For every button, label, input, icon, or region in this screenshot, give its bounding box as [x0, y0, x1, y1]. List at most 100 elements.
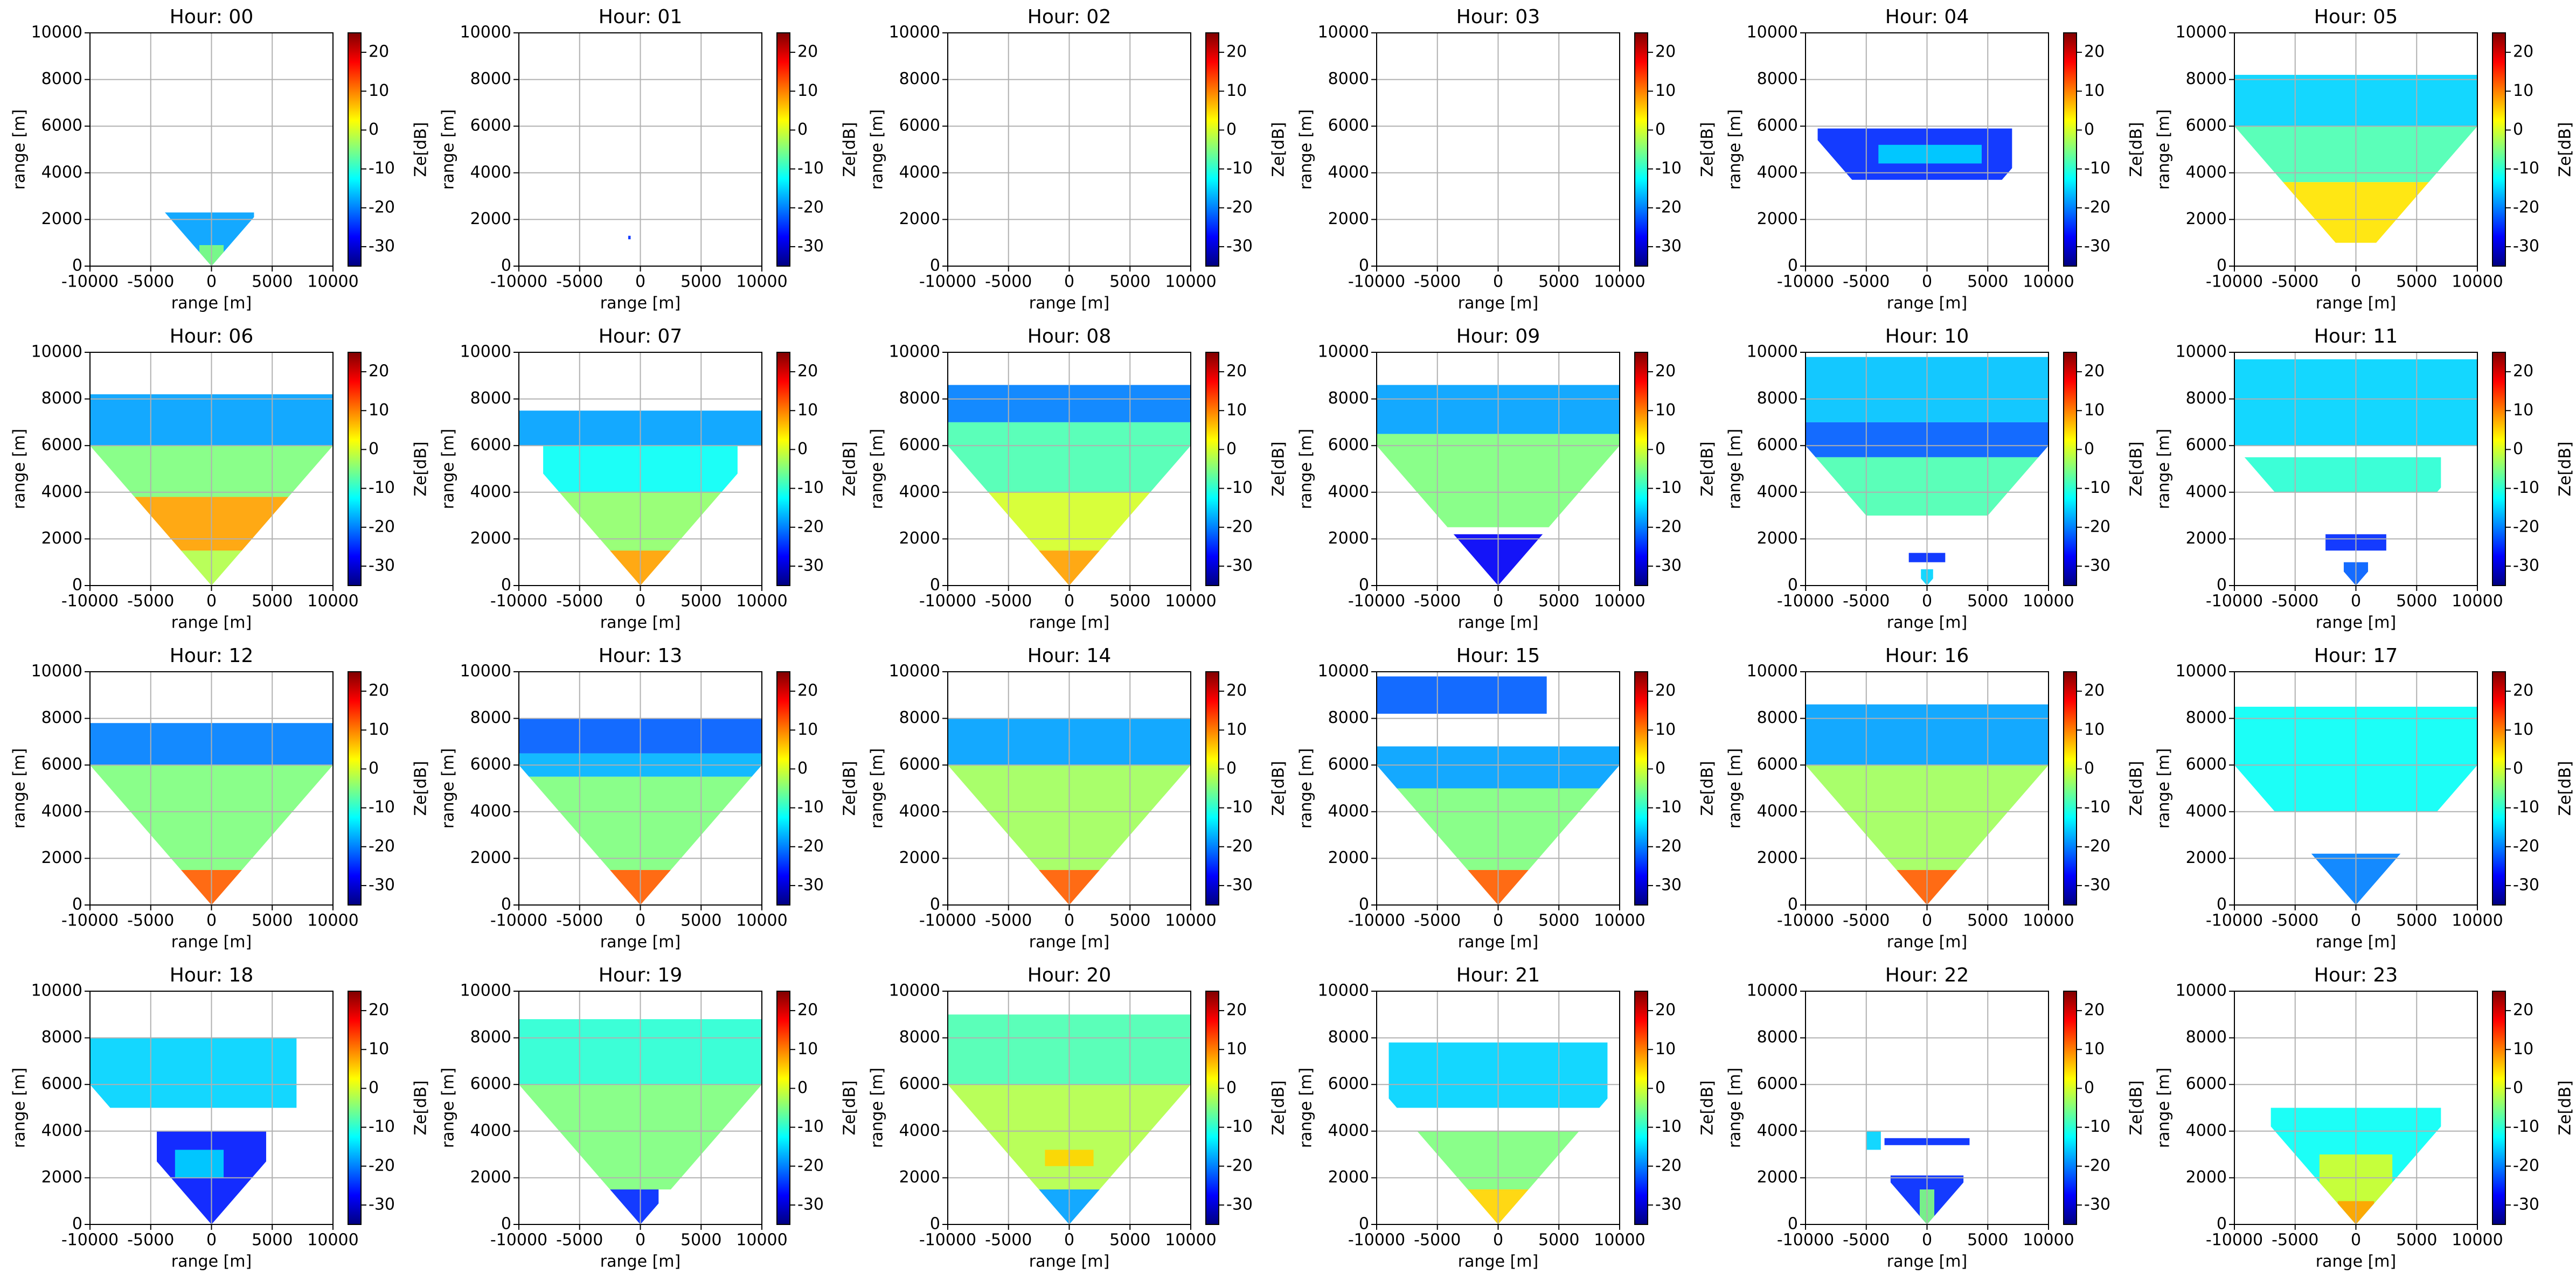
y-tick-label: 8000 — [2186, 708, 2227, 727]
plot-frame — [2234, 32, 2478, 267]
colorbar-tick-label: -30 — [1226, 875, 1253, 894]
x-tick-label: 10000 — [2452, 273, 2503, 291]
y-tick-label: 0 — [72, 895, 82, 914]
y-tick-label: 4000 — [470, 1121, 511, 1140]
colorbar-tick-label: 0 — [1655, 759, 1665, 778]
x-tick-label: 5000 — [1967, 911, 2008, 930]
colorbar-label: Ze[dB] — [1698, 761, 1717, 816]
x-tick-label: -10000 — [61, 1231, 119, 1250]
y-tick-label: 8000 — [1757, 708, 1798, 727]
y-tick-label: 4000 — [2186, 163, 2227, 182]
colorbar-tick-label: 20 — [2084, 681, 2105, 700]
y-tick-label: 0 — [501, 1215, 511, 1234]
colorbar-tick-label: 10 — [1226, 81, 1247, 100]
y-tick-label: 10000 — [889, 981, 940, 1000]
y-tick-label: 2000 — [1328, 1168, 1369, 1187]
colorbar-tick-label: -30 — [1226, 1195, 1253, 1214]
x-tick-label: -5000 — [127, 911, 174, 930]
y-tick-label: 0 — [1359, 256, 1369, 275]
x-tick-label: 10000 — [1594, 1231, 1645, 1250]
colorbar-tick-label: -20 — [797, 1156, 824, 1175]
colorbar-tick-label: 20 — [1655, 43, 1676, 61]
y-tick-label: 8000 — [470, 708, 511, 727]
x-tick-label: -10000 — [2206, 592, 2263, 611]
colorbar-tick-label: -20 — [369, 837, 395, 855]
colorbar-tick-label: 20 — [2513, 362, 2533, 381]
colorbar — [1634, 671, 1648, 906]
x-tick-label: -5000 — [127, 1231, 174, 1250]
colorbar-tick-label: 0 — [369, 1078, 379, 1097]
x-tick-label: -10000 — [1777, 273, 1834, 291]
y-tick-label: 2000 — [1757, 848, 1798, 867]
x-tick-label: 5000 — [1967, 592, 2008, 611]
x-tick-label: 0 — [206, 592, 217, 611]
colorbar-tick-label: -20 — [1655, 198, 1682, 217]
colorbar-tick-label: 20 — [1226, 681, 1247, 700]
y-axis-label: range [m] — [10, 109, 29, 190]
y-tick-label: 4000 — [2186, 1121, 2227, 1140]
panel-title: Hour: 13 — [599, 645, 682, 667]
colorbar-tick-label: 10 — [2513, 81, 2533, 100]
y-tick-label: 4000 — [1757, 802, 1798, 820]
y-axis-label: range [m] — [439, 1068, 458, 1148]
colorbar-label: Ze[dB] — [412, 441, 431, 496]
x-tick-label: 0 — [2351, 592, 2361, 611]
colorbar-tick-label: 0 — [1226, 759, 1237, 778]
colorbar-tick-label: 0 — [2513, 1078, 2523, 1097]
x-axis-label: range [m] — [1029, 1252, 1109, 1271]
y-tick-label: 6000 — [470, 436, 511, 455]
plot-frame — [518, 352, 762, 586]
x-tick-label: -10000 — [1777, 911, 1834, 930]
plot-frame — [518, 671, 762, 906]
x-axis-label: range [m] — [1029, 614, 1109, 632]
x-tick-label: 0 — [635, 911, 645, 930]
x-tick-label: -5000 — [2272, 911, 2318, 930]
y-tick-label: 8000 — [1328, 69, 1369, 88]
colorbar — [2063, 32, 2077, 267]
y-tick-label: 4000 — [1757, 1121, 1798, 1140]
colorbar-tick-label: -20 — [797, 198, 824, 217]
panel: -10000 -5000 0 5000 10000 0 2000 4000 6000 8000 10… — [1726, 964, 2146, 1271]
colorbar-label: Ze[dB] — [841, 441, 859, 496]
colorbar-tick-label: 10 — [369, 81, 389, 100]
colorbar-tick-label: -10 — [2084, 159, 2110, 178]
plot-frame — [1376, 991, 1620, 1225]
y-tick-label: 6000 — [470, 116, 511, 135]
colorbar-tick-label: 10 — [2513, 1040, 2533, 1059]
y-tick-label: 2000 — [1757, 210, 1798, 228]
colorbar — [1205, 352, 1219, 586]
x-tick-label: -5000 — [2272, 273, 2318, 291]
y-tick-label: 8000 — [899, 389, 940, 408]
colorbar-label: Ze[dB] — [2556, 1080, 2575, 1135]
y-tick-label: 0 — [930, 576, 940, 595]
y-tick-label: 8000 — [470, 389, 511, 408]
colorbar-tick-label: 20 — [797, 362, 818, 381]
colorbar-tick-label: -20 — [2513, 517, 2539, 536]
y-tick-label: 0 — [501, 895, 511, 914]
colorbar-tick-label: -20 — [2513, 1156, 2539, 1175]
x-tick-label: -10000 — [61, 911, 119, 930]
x-axis-label: range [m] — [1029, 933, 1109, 952]
y-tick-label: 4000 — [41, 163, 82, 182]
y-tick-label: 4000 — [41, 482, 82, 501]
colorbar — [1634, 32, 1648, 267]
x-axis-label: range [m] — [171, 1252, 252, 1271]
panel: -10000 -5000 0 5000 10000 0 2000 4000 6000 8000 10… — [868, 964, 1288, 1271]
y-tick-label: 10000 — [2176, 981, 2227, 1000]
panel-title: Hour: 06 — [170, 325, 253, 347]
panel: -10000 -5000 0 5000 10000 0 2000 4000 6000 8000 10… — [1726, 6, 2146, 313]
colorbar — [1634, 352, 1648, 586]
colorbar-tick-label: 10 — [2084, 1040, 2105, 1059]
colorbar-tick-label: 0 — [2084, 440, 2094, 458]
y-tick-label: 0 — [501, 576, 511, 595]
x-tick-label: 5000 — [2396, 592, 2437, 611]
panel: -10000 -5000 0 5000 10000 0 2000 4000 6000 8000 10… — [868, 645, 1288, 952]
colorbar-tick-label: -20 — [2513, 837, 2539, 855]
panel: -10000 -5000 0 5000 10000 0 2000 4000 6000 8000 10… — [868, 6, 1288, 313]
colorbar-tick-label: -30 — [369, 236, 395, 255]
colorbar-tick-label: -10 — [797, 478, 824, 497]
colorbar-tick-label: -10 — [797, 1117, 824, 1136]
y-tick-label: 2000 — [899, 1168, 940, 1187]
colorbar-tick-label: 0 — [2513, 120, 2523, 139]
colorbar-label: Ze[dB] — [2556, 441, 2575, 496]
